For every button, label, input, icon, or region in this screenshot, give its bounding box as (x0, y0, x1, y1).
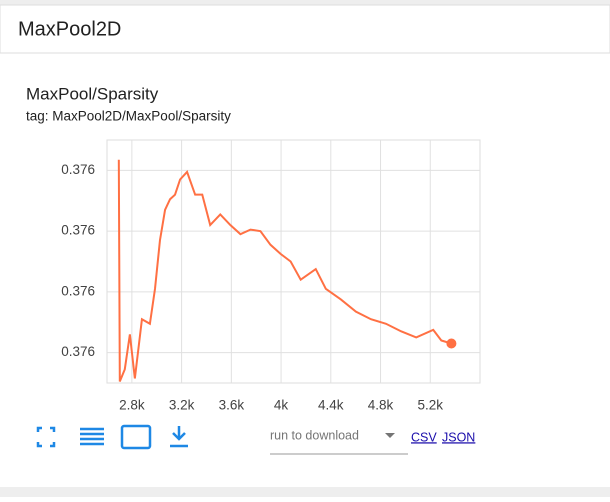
run-select[interactable]: run to download (270, 428, 359, 442)
x-tick-label: 3.2k (169, 398, 195, 413)
x-tick-label: 5.2k (418, 398, 444, 413)
csv-link[interactable]: CSV (411, 430, 437, 444)
json-link[interactable]: JSON (442, 430, 475, 444)
last-point (446, 338, 457, 349)
download-icon[interactable] (170, 426, 188, 448)
x-tick-label: 3.6k (219, 398, 245, 413)
fullscreen-icon[interactable] (36, 426, 56, 448)
header-title: MaxPool2D (18, 18, 121, 40)
y-tick-label: 0.376 (61, 344, 95, 359)
card-title: MaxPool/Sparsity (26, 84, 159, 103)
bottom-strip (0, 487, 610, 497)
header-bar (0, 4, 610, 54)
x-tick-label: 4.4k (318, 398, 344, 413)
x-tick-label: 2.8k (119, 398, 145, 413)
x-tick-label: 4.8k (368, 398, 394, 413)
y-tick-label: 0.376 (61, 283, 95, 298)
plot-area (106, 139, 481, 384)
y-tick-label: 0.376 (61, 162, 95, 177)
toolbar (36, 424, 188, 450)
top-strip (0, 0, 610, 5)
log-scale-icon[interactable] (80, 427, 104, 446)
fit-domain-icon[interactable] (120, 424, 152, 450)
card-tag: tag: MaxPool2D/MaxPool/Sparsity (26, 109, 231, 124)
select-arrow (385, 433, 395, 438)
plot: 0.376 0.376 0.376 0.376 2.8k 3.2k 3.6k 4k 4.4k 4.… (61, 139, 481, 413)
series-line (117, 159, 452, 382)
x-tick-label: 4k (274, 398, 289, 413)
y-tick-label: 0.376 (61, 223, 95, 238)
